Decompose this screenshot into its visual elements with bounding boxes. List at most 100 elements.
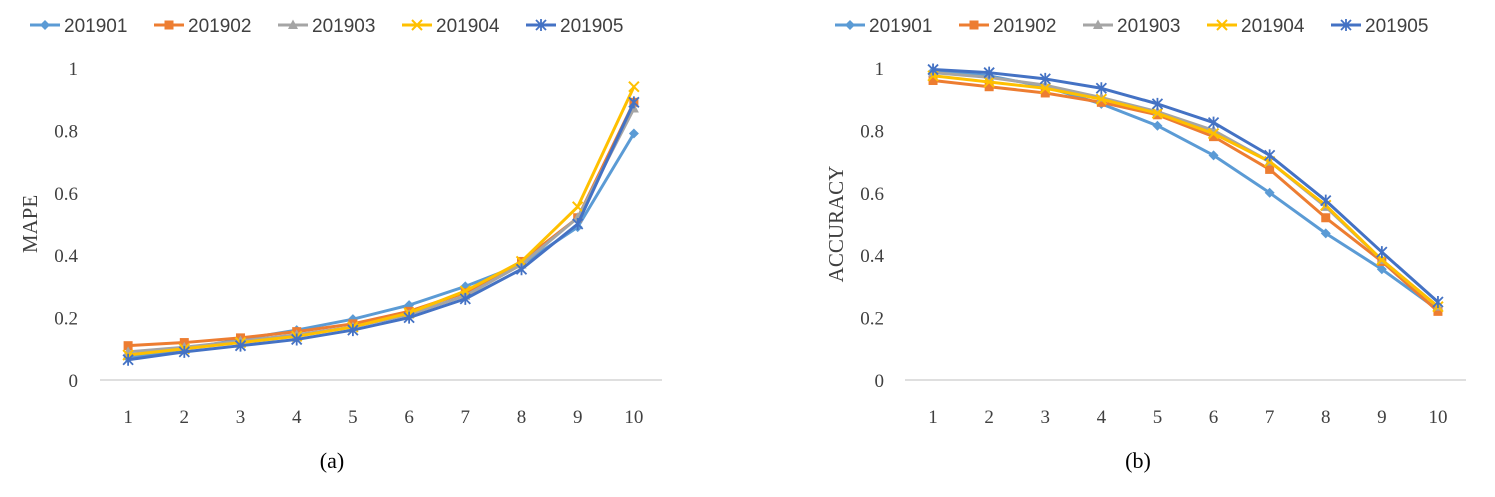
data-point [347, 324, 359, 337]
legend-label: 201901 [869, 16, 932, 37]
legend-label: 201902 [993, 16, 1056, 37]
data-point [122, 353, 134, 366]
y-tick-label: 0.6 [54, 184, 78, 205]
y-tick-label: 0.2 [54, 309, 78, 330]
legend-label: 201901 [64, 16, 127, 37]
x-tick-label: 10 [624, 407, 643, 428]
legend-item: 201905 [1331, 16, 1428, 37]
data-point [123, 341, 133, 351]
legend-marker [535, 19, 547, 31]
data-point [1095, 82, 1107, 95]
y-axis-title: MAPE [18, 195, 42, 253]
legend-item: 201904 [1207, 16, 1305, 37]
x-tick-label: 3 [236, 407, 246, 428]
legend-marker [1093, 19, 1103, 29]
x-tick-label: 6 [1209, 407, 1219, 428]
y-tick-label: 0.2 [860, 309, 884, 330]
legend-item: 201903 [1083, 16, 1180, 37]
legend-item: 201901 [835, 16, 932, 37]
legend-label: 201903 [312, 16, 375, 37]
legend-marker [845, 20, 855, 30]
data-point [1320, 194, 1332, 207]
x-tick-label: 1 [928, 407, 938, 428]
y-tick-label: 0.4 [860, 246, 884, 267]
y-tick-label: 0 [875, 371, 885, 392]
data-point [1264, 187, 1275, 198]
data-point [927, 63, 939, 76]
series-line [932, 71, 1439, 308]
data-point [1321, 213, 1331, 223]
legend-label: 201903 [1117, 16, 1180, 37]
data-point [628, 128, 639, 139]
chart-panel-b: 201901 201902 201903 201904 201905 0 0.2 0.4 0.6… [824, 16, 1466, 473]
series-line [932, 69, 1439, 312]
legend-item: 201902 [959, 16, 1056, 37]
data-point [628, 96, 640, 109]
legend-marker [40, 20, 50, 30]
y-tick-label: 0.8 [54, 121, 78, 142]
x-tick-label: 7 [461, 407, 471, 428]
series-201901 [123, 128, 639, 364]
data-point [515, 263, 528, 276]
data-point [1207, 116, 1220, 129]
data-point [459, 292, 471, 305]
x-tick-label: 1 [123, 407, 133, 428]
x-tick-label: 5 [1153, 407, 1163, 428]
data-point [1433, 306, 1443, 316]
data-point [403, 311, 415, 324]
data-point [572, 218, 584, 230]
legend-item: 201905 [526, 16, 623, 37]
x-tick-label: 3 [1041, 407, 1051, 428]
data-point [1095, 93, 1108, 105]
data-point [1207, 127, 1220, 140]
x-tick-label: 8 [1321, 407, 1331, 428]
data-point [1039, 72, 1051, 85]
data-point [928, 75, 938, 85]
legend-marker [1340, 19, 1352, 31]
data-point [1376, 246, 1388, 259]
panel-caption: (b) [1125, 448, 1151, 473]
legend-item: 201903 [278, 16, 375, 37]
y-tick-label: 0.6 [860, 184, 884, 205]
data-point [178, 345, 190, 358]
legend-marker [288, 19, 298, 29]
data-point [1432, 296, 1444, 308]
x-tick-label: 5 [348, 407, 358, 428]
series-201901 [928, 66, 1443, 315]
x-tick-label: 4 [292, 407, 302, 428]
data-point [1209, 132, 1219, 142]
data-point [1039, 82, 1051, 94]
series-line [127, 86, 636, 357]
series-line [127, 107, 636, 354]
x-tick-label: 7 [1265, 407, 1275, 428]
y-tick-label: 1 [69, 59, 79, 80]
data-point [1151, 107, 1164, 119]
x-tick-label: 9 [573, 407, 583, 428]
data-point [628, 81, 640, 93]
x-tick-label: 10 [1428, 407, 1447, 428]
legend-marker [969, 20, 979, 30]
data-point [1040, 88, 1050, 98]
legend-marker [164, 20, 174, 30]
data-point [1264, 149, 1276, 162]
data-point [1376, 264, 1387, 275]
x-tick-label: 9 [1377, 407, 1387, 428]
series-line [932, 74, 1439, 308]
data-point [1096, 97, 1106, 107]
y-tick-label: 0.8 [860, 121, 884, 142]
data-point [983, 66, 995, 79]
legend-item: 201901 [30, 16, 127, 37]
data-point [1151, 97, 1164, 110]
y-tick-label: 1 [875, 59, 885, 80]
series-201905 [927, 63, 1444, 308]
series-line [932, 78, 1439, 313]
y-tick-label: 0 [69, 371, 79, 392]
series-201905 [122, 96, 640, 366]
panel-caption: (a) [320, 448, 344, 473]
legend-marker [411, 19, 423, 31]
legend-marker [1216, 19, 1228, 31]
chart-panel-a: 201901 201902 201903 201904 201905 0 0.2 0.4 0.6… [18, 16, 662, 473]
legend-label: 201904 [436, 16, 500, 37]
x-tick-label: 8 [517, 407, 527, 428]
data-point [291, 333, 303, 346]
